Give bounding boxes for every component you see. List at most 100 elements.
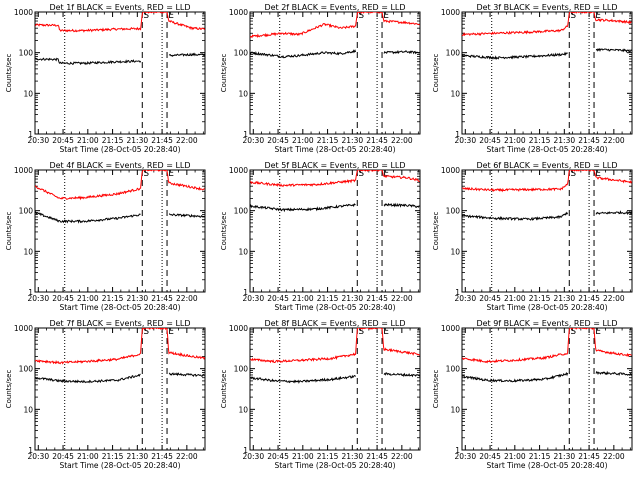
y-tick-label: 10	[450, 247, 460, 256]
y-tick-label: 100	[19, 207, 34, 216]
x-axis-label: Start Time (28-Oct-05 20:28:40)	[59, 303, 180, 312]
y-tick-label: 1	[28, 446, 33, 455]
marker-label: S	[358, 327, 364, 337]
series-red-lld-line	[250, 12, 420, 39]
series-red-lld-line	[35, 328, 205, 365]
plot-frame	[34, 169, 206, 293]
series-black-events-line	[462, 47, 632, 60]
chart-title: Det 3f BLACK = Events, RED = LLD	[476, 3, 617, 12]
x-tick-label: 22:00	[391, 452, 413, 461]
y-tick-label: 1	[455, 446, 460, 455]
chart-panel-4: Det 4f BLACK = Events, RED = LLD Counts/s…	[5, 161, 206, 312]
x-tick-label: 21:45	[366, 294, 388, 303]
series-black-events-line	[35, 211, 205, 224]
x-axis-label: Start Time (28-Oct-05 20:28:40)	[274, 461, 395, 470]
x-tick-label: 21:45	[578, 294, 600, 303]
x-tick-label: 21:00	[504, 136, 526, 145]
x-tick-label: 21:30	[342, 294, 364, 303]
y-tick-label: 100	[234, 207, 249, 216]
x-tick-label: 22:00	[603, 294, 625, 303]
series-red-lld-line	[462, 328, 632, 364]
y-axis-label: Counts/sec	[220, 54, 228, 93]
y-axis-label: Counts/sec	[5, 54, 13, 93]
x-tick-label: 20:45	[479, 136, 501, 145]
x-tick-label: 22:00	[603, 136, 625, 145]
y-tick-label: 1000	[441, 166, 460, 175]
series-black-events-line	[250, 372, 420, 384]
x-tick-label: 21:30	[127, 294, 149, 303]
x-tick-label: 20:30	[27, 294, 49, 303]
marker-label: S	[570, 11, 576, 21]
x-tick-label: 21:30	[554, 294, 576, 303]
plot-frame	[249, 169, 421, 293]
y-tick-label: 1	[243, 288, 248, 297]
y-tick-label: 10	[450, 89, 460, 98]
series-red-lld-line	[462, 170, 632, 193]
y-tick-label: 100	[446, 365, 461, 374]
y-tick-label: 1	[243, 130, 248, 139]
x-tick-label: 21:45	[366, 136, 388, 145]
x-tick-label: 20:45	[52, 136, 74, 145]
y-tick-label: 1	[455, 130, 460, 139]
series-red-lld-line	[250, 328, 420, 364]
y-tick-label: 1	[28, 288, 33, 297]
marker-label: E	[168, 169, 174, 179]
chart-panel-8: Det 8f BLACK = Events, RED = LLD Counts/s…	[220, 319, 421, 470]
x-axis-label: Start Time (28-Oct-05 20:28:40)	[486, 303, 607, 312]
plot-frame	[249, 327, 421, 451]
x-tick-label: 21:15	[529, 136, 551, 145]
y-tick-label: 10	[23, 89, 33, 98]
chart-title: Det 9f BLACK = Events, RED = LLD	[476, 319, 617, 328]
y-tick-label: 1000	[14, 8, 33, 17]
marker-label: S	[570, 327, 576, 337]
x-tick-label: 22:00	[603, 452, 625, 461]
y-tick-label: 1000	[14, 166, 33, 175]
y-tick-label: 10	[23, 405, 33, 414]
x-tick-label: 21:45	[578, 136, 600, 145]
chart-panel-6: Det 6f BLACK = Events, RED = LLD Counts/s…	[432, 161, 633, 312]
y-tick-label: 10	[238, 89, 248, 98]
marker-label: E	[595, 11, 601, 21]
marker-label: E	[383, 11, 389, 21]
x-tick-label: 20:30	[454, 452, 476, 461]
x-axis-label: Start Time (28-Oct-05 20:28:40)	[59, 145, 180, 154]
marker-label: E	[595, 327, 601, 337]
plot-frame	[461, 327, 633, 451]
x-tick-label: 21:00	[292, 452, 314, 461]
y-tick-label: 100	[446, 49, 461, 58]
chart-title: Det 2f BLACK = Events, RED = LLD	[264, 3, 405, 12]
y-tick-label: 1000	[229, 166, 248, 175]
x-tick-label: 21:00	[504, 294, 526, 303]
chart-panel-5: Det 5f BLACK = Events, RED = LLD Counts/s…	[220, 161, 421, 312]
series-red-lld-line	[35, 12, 205, 33]
x-tick-label: 20:45	[52, 294, 74, 303]
x-tick-label: 20:30	[454, 136, 476, 145]
marker-label: S	[143, 169, 149, 179]
y-axis-label: Counts/sec	[432, 54, 440, 93]
x-tick-label: 20:45	[267, 294, 289, 303]
marker-label: E	[595, 169, 601, 179]
x-tick-label: 20:30	[454, 294, 476, 303]
y-tick-label: 100	[19, 49, 34, 58]
x-tick-label: 21:15	[102, 294, 124, 303]
marker-label: S	[570, 169, 576, 179]
y-tick-label: 10	[238, 405, 248, 414]
plot-frame	[249, 11, 421, 135]
x-tick-label: 20:30	[27, 136, 49, 145]
y-tick-label: 10	[238, 247, 248, 256]
marker-label: S	[143, 327, 149, 337]
x-tick-label: 21:15	[102, 452, 124, 461]
x-tick-label: 21:15	[102, 136, 124, 145]
y-axis-label: Counts/sec	[5, 212, 13, 251]
x-tick-label: 21:15	[317, 294, 339, 303]
y-axis-label: Counts/sec	[5, 370, 13, 409]
x-tick-label: 21:00	[504, 452, 526, 461]
x-tick-label: 20:30	[242, 294, 264, 303]
x-tick-label: 22:00	[176, 294, 198, 303]
x-tick-label: 20:45	[267, 136, 289, 145]
series-black-events-line	[462, 210, 632, 222]
x-axis-label: Start Time (28-Oct-05 20:28:40)	[59, 461, 180, 470]
chart-panel-1: Det 1f BLACK = Events, RED = LLD Counts/s…	[5, 3, 206, 154]
marker-label: E	[168, 11, 174, 21]
